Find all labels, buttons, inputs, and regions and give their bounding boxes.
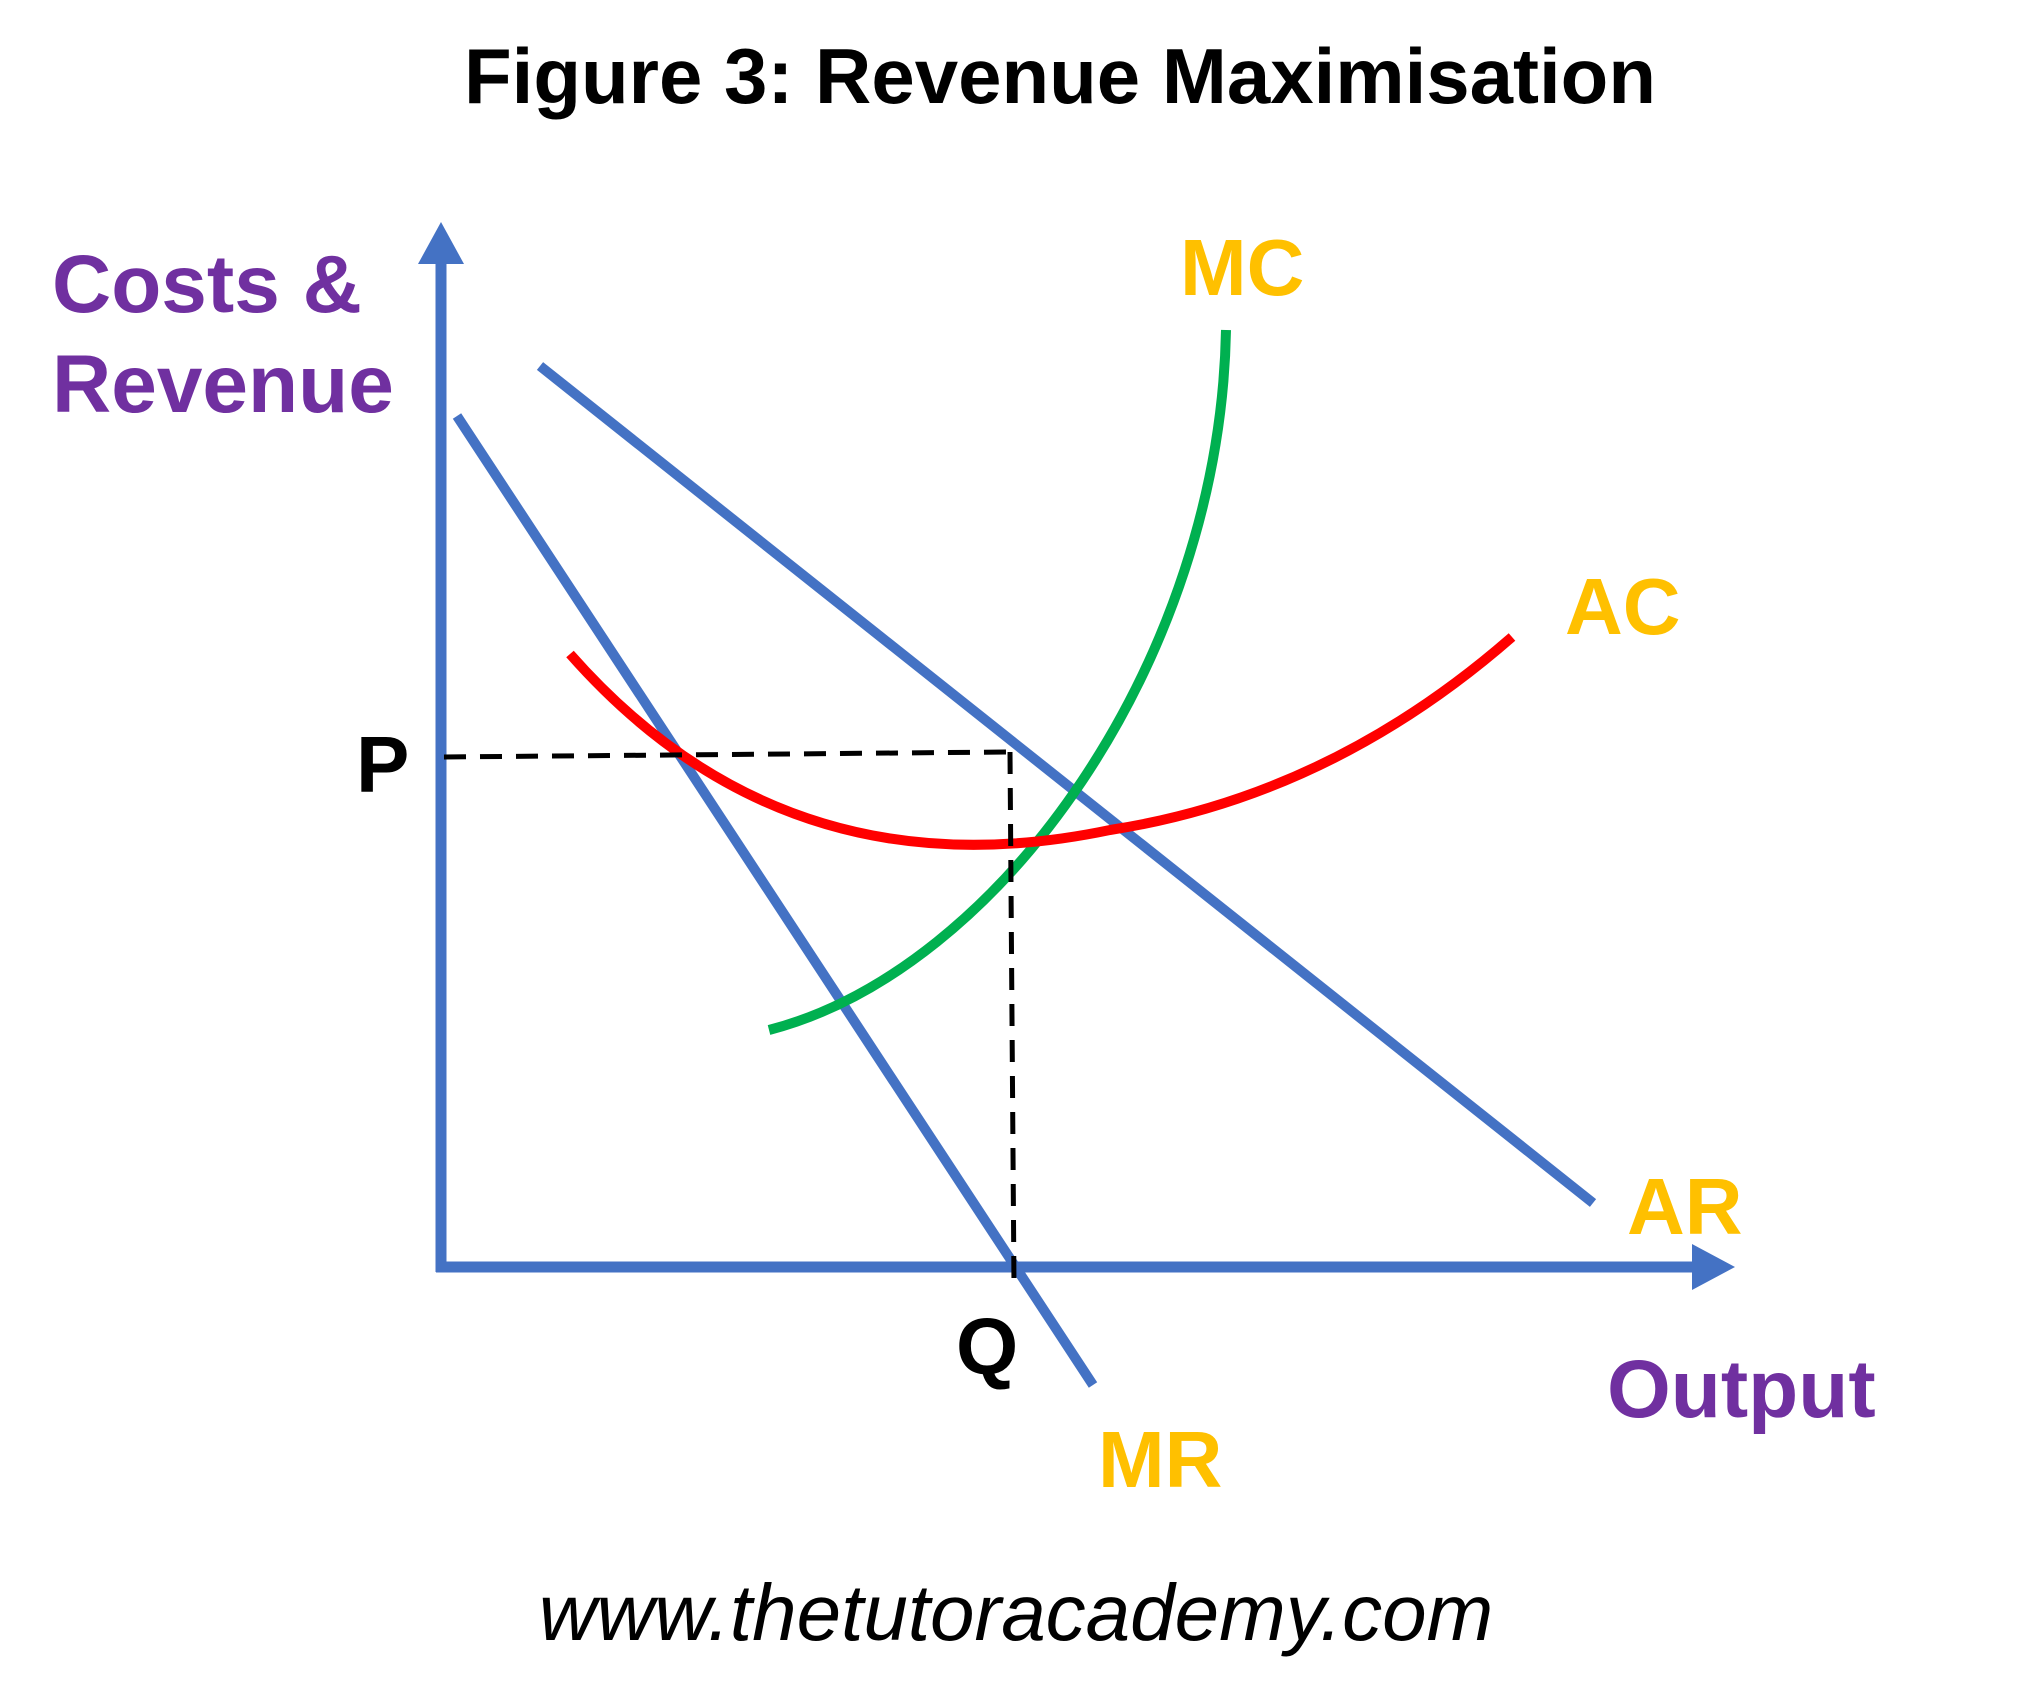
mc-curve bbox=[767, 329, 1231, 1035]
ac-label: AC bbox=[1565, 562, 1681, 651]
mc-label: MC bbox=[1180, 223, 1304, 312]
mr-label: MR bbox=[1098, 1415, 1222, 1504]
source-url: www.thetutoracademy.com bbox=[539, 1568, 1493, 1657]
quantity-label: Q bbox=[956, 1302, 1018, 1391]
x-axis-label: Output bbox=[1607, 1344, 1876, 1435]
ar-curve bbox=[536, 362, 1597, 1207]
mr-curve bbox=[452, 413, 1098, 1388]
price-guide-line bbox=[443, 749, 1011, 760]
figure-title: Figure 3: Revenue Maximisation bbox=[464, 32, 1656, 120]
price-label: P bbox=[356, 720, 409, 809]
ar-label: AR bbox=[1627, 1162, 1743, 1251]
y-axis-label-line2: Revenue bbox=[52, 339, 394, 430]
quantity-guide-line bbox=[1007, 751, 1017, 1287]
y-axis-arrowhead bbox=[418, 222, 464, 264]
x-axis-arrowhead bbox=[1692, 1244, 1735, 1290]
ac-curve bbox=[566, 633, 1516, 850]
y-axis-label-line1: Costs & bbox=[52, 239, 362, 330]
